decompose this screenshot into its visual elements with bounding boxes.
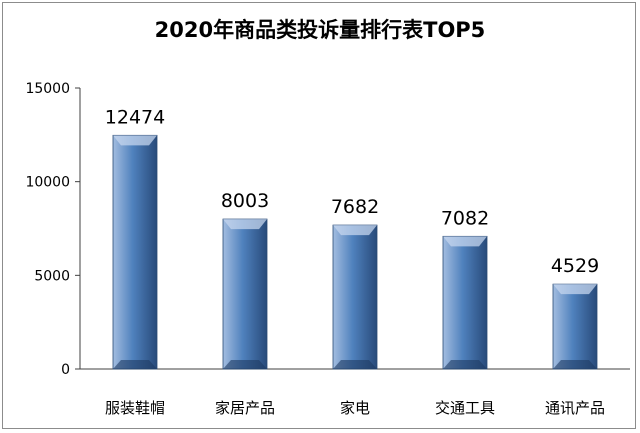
bar-5 (552, 283, 598, 370)
y-tick-label: 15000 (25, 81, 70, 97)
bar (442, 235, 488, 370)
bar-bevel-top (443, 236, 487, 247)
bar-bevel-bottom (553, 360, 597, 369)
bar-3 (332, 224, 378, 370)
bar-4 (442, 235, 488, 370)
bar-bevel-bottom (443, 360, 487, 369)
chart-frame (2, 2, 636, 429)
data-label: 12474 (105, 106, 165, 128)
data-label: 4529 (551, 255, 599, 277)
bar (552, 283, 598, 370)
bar-bevel-bottom (333, 360, 377, 369)
bar-bevel-top (113, 135, 157, 146)
y-tick-label: 10000 (25, 175, 70, 191)
bar-bevel-bottom (223, 360, 267, 369)
bar (332, 224, 378, 370)
category-label: 家电 (340, 399, 370, 417)
category-label: 服装鞋帽 (105, 399, 165, 417)
y-tick-label: 5000 (34, 268, 70, 284)
bar-1 (112, 134, 158, 370)
category-label: 通讯产品 (545, 399, 605, 417)
bar-bevel-top (333, 225, 377, 236)
bar (112, 134, 158, 370)
data-label: 7682 (331, 196, 379, 218)
data-label: 7082 (441, 207, 489, 229)
labels: 12474 服装鞋帽 8003 家居产品 7682 家电 7082 交通工具 4529 通讯产品 (105, 106, 605, 417)
bar-bevel-bottom (113, 360, 157, 369)
data-label: 8003 (221, 190, 269, 212)
bar-2 (222, 218, 268, 370)
bar-bevel-top (223, 219, 267, 230)
y-tick-label: 0 (61, 362, 70, 378)
category-label: 交通工具 (435, 399, 495, 417)
chart-title: 2020年商品类投诉量排行表TOP5 (154, 18, 486, 42)
category-label: 家居产品 (215, 399, 275, 417)
bars (112, 134, 598, 370)
bar-bevel-top (553, 284, 597, 295)
bar (222, 218, 268, 370)
